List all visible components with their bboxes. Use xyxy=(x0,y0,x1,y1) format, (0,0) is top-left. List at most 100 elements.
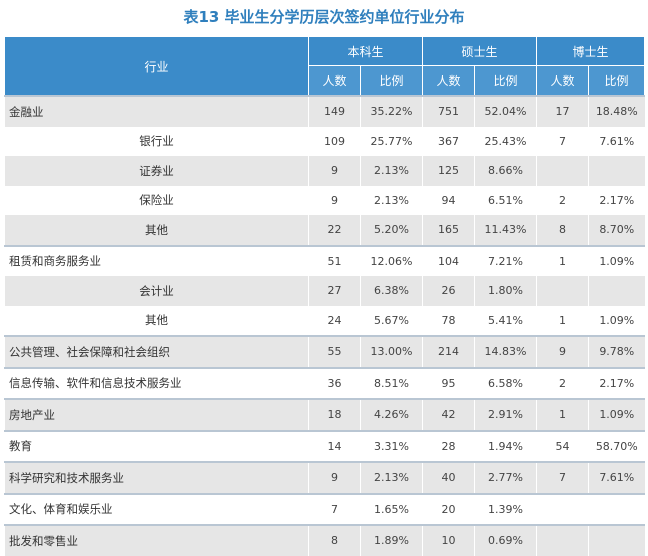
table-row: 金融业 149 35.22% 751 52.04% 17 18.48% xyxy=(4,95,645,127)
phd-count-cell: 17 xyxy=(536,95,589,127)
industry-name: 信息传输、软件和信息技术服务业 xyxy=(4,366,309,399)
phd-ratio-cell: 7.61% xyxy=(588,126,645,156)
ug-ratio-cell: 2.13% xyxy=(359,156,423,186)
ms-count-cell: 42 xyxy=(422,398,475,431)
ms-ratio-cell: 5.41% xyxy=(474,305,537,336)
industry-name: 会计业 xyxy=(4,276,309,306)
ms-count-cell: 28 xyxy=(422,429,475,462)
ug-ratio-cell: 35.22% xyxy=(359,95,423,127)
ug-count-cell: 51 xyxy=(308,244,361,276)
phd-count-cell: 54 xyxy=(536,429,589,462)
table-body: 金融业 149 35.22% 751 52.04% 17 18.48% 银行业 109 25.77… xyxy=(4,95,645,556)
industry-name: 教育 xyxy=(4,429,309,462)
ms-count-cell: 40 xyxy=(422,461,475,494)
ug-ratio-cell: 8.51% xyxy=(359,366,423,399)
ug-count-cell: 36 xyxy=(308,366,361,399)
phd-count-cell: 1 xyxy=(536,305,589,336)
industry-name: 保险业 xyxy=(4,185,309,215)
ug-count-cell: 14 xyxy=(308,429,361,462)
phd-ratio-cell xyxy=(588,276,645,306)
ug-count-cell: 8 xyxy=(308,524,361,556)
ug-ratio-cell: 1.89% xyxy=(359,524,423,556)
ms-count-cell: 165 xyxy=(422,215,475,246)
industry-name: 房地产业 xyxy=(4,398,309,431)
phd-ratio-cell: 1.09% xyxy=(588,244,645,276)
industry-name: 公共管理、社会保障和社会组织 xyxy=(4,335,309,368)
ms-count-cell: 751 xyxy=(422,95,475,127)
industry-distribution-table: 行业 本科生 硕士生 博士生 人数 比例 人数 比例 人数 比例 金融业 149 3… xyxy=(4,36,646,556)
phd-ratio-cell: 58.70% xyxy=(588,429,645,462)
header-ms-count: 人数 xyxy=(422,65,476,97)
industry-name: 租赁和商务服务业 xyxy=(4,244,309,276)
table-row: 教育 14 3.31% 28 1.94% 54 58.70% xyxy=(4,429,645,462)
ms-ratio-cell: 8.66% xyxy=(474,156,537,186)
ms-ratio-cell: 1.94% xyxy=(474,429,537,462)
industry-name: 批发和零售业 xyxy=(4,524,309,556)
ms-ratio-cell: 14.83% xyxy=(474,335,537,368)
phd-ratio-cell: 8.70% xyxy=(588,215,645,246)
ms-ratio-cell: 6.58% xyxy=(474,366,537,399)
ms-ratio-cell: 7.21% xyxy=(474,244,537,276)
table-row: 信息传输、软件和信息技术服务业 36 8.51% 95 6.58% 2 2.17% xyxy=(4,366,645,399)
table-row: 证券业 9 2.13% 125 8.66% xyxy=(4,156,645,186)
phd-ratio-cell: 1.09% xyxy=(588,398,645,431)
industry-name: 银行业 xyxy=(4,126,309,156)
header-phd-count: 人数 xyxy=(536,65,590,97)
phd-ratio-cell: 18.48% xyxy=(588,95,645,127)
table-row: 公共管理、社会保障和社会组织 55 13.00% 214 14.83% 9 9.78% xyxy=(4,335,645,368)
industry-name: 其他 xyxy=(4,305,309,336)
ms-ratio-cell: 6.51% xyxy=(474,185,537,215)
phd-ratio-cell xyxy=(588,492,645,525)
header-ug-count: 人数 xyxy=(308,65,361,97)
ug-ratio-cell: 2.13% xyxy=(359,461,423,494)
header-master: 硕士生 xyxy=(422,36,538,66)
industry-name: 科学研究和技术服务业 xyxy=(4,461,309,494)
ms-count-cell: 214 xyxy=(422,335,475,368)
ms-count-cell: 125 xyxy=(422,156,475,186)
ms-count-cell: 104 xyxy=(422,244,475,276)
ug-count-cell: 18 xyxy=(308,398,361,431)
industry-name: 文化、体育和娱乐业 xyxy=(4,492,309,525)
ug-ratio-cell: 13.00% xyxy=(359,335,423,368)
ug-count-cell: 22 xyxy=(308,215,361,246)
header-ug-ratio: 比例 xyxy=(359,65,424,97)
header-doctor: 博士生 xyxy=(536,36,646,66)
phd-count-cell: 8 xyxy=(536,215,589,246)
ug-count-cell: 149 xyxy=(308,95,361,127)
industry-name: 其他 xyxy=(4,215,309,246)
phd-count-cell: 7 xyxy=(536,461,589,494)
ms-count-cell: 95 xyxy=(422,366,475,399)
ug-ratio-cell: 5.20% xyxy=(359,215,423,246)
phd-ratio-cell xyxy=(588,156,645,186)
table-row: 批发和零售业 8 1.89% 10 0.69% xyxy=(4,524,645,556)
ug-count-cell: 9 xyxy=(308,156,361,186)
table-row: 文化、体育和娱乐业 7 1.65% 20 1.39% xyxy=(4,492,645,525)
ms-ratio-cell: 11.43% xyxy=(474,215,537,246)
phd-count-cell xyxy=(536,276,589,306)
ug-count-cell: 9 xyxy=(308,185,361,215)
header-phd-ratio: 比例 xyxy=(588,65,646,97)
ms-ratio-cell: 1.80% xyxy=(474,276,537,306)
ug-count-cell: 9 xyxy=(308,461,361,494)
ms-count-cell: 10 xyxy=(422,524,475,556)
ms-ratio-cell: 52.04% xyxy=(474,95,537,127)
ug-ratio-cell: 25.77% xyxy=(359,126,423,156)
table-row: 其他 24 5.67% 78 5.41% 1 1.09% xyxy=(4,305,645,336)
table-row: 租赁和商务服务业 51 12.06% 104 7.21% 1 1.09% xyxy=(4,244,645,276)
industry-name: 证券业 xyxy=(4,156,309,186)
ms-ratio-cell: 0.69% xyxy=(474,524,537,556)
phd-ratio-cell: 2.17% xyxy=(588,366,645,399)
header-industry: 行业 xyxy=(4,36,309,97)
ms-ratio-cell: 2.91% xyxy=(474,398,537,431)
phd-count-cell: 9 xyxy=(536,335,589,368)
ms-count-cell: 78 xyxy=(422,305,475,336)
phd-ratio-cell: 2.17% xyxy=(588,185,645,215)
industry-name: 金融业 xyxy=(4,95,309,127)
ug-count-cell: 7 xyxy=(308,492,361,525)
ms-count-cell: 26 xyxy=(422,276,475,306)
ug-count-cell: 55 xyxy=(308,335,361,368)
ms-count-cell: 94 xyxy=(422,185,475,215)
ug-ratio-cell: 4.26% xyxy=(359,398,423,431)
header-undergraduate: 本科生 xyxy=(307,36,424,66)
ug-count-cell: 27 xyxy=(308,276,361,306)
